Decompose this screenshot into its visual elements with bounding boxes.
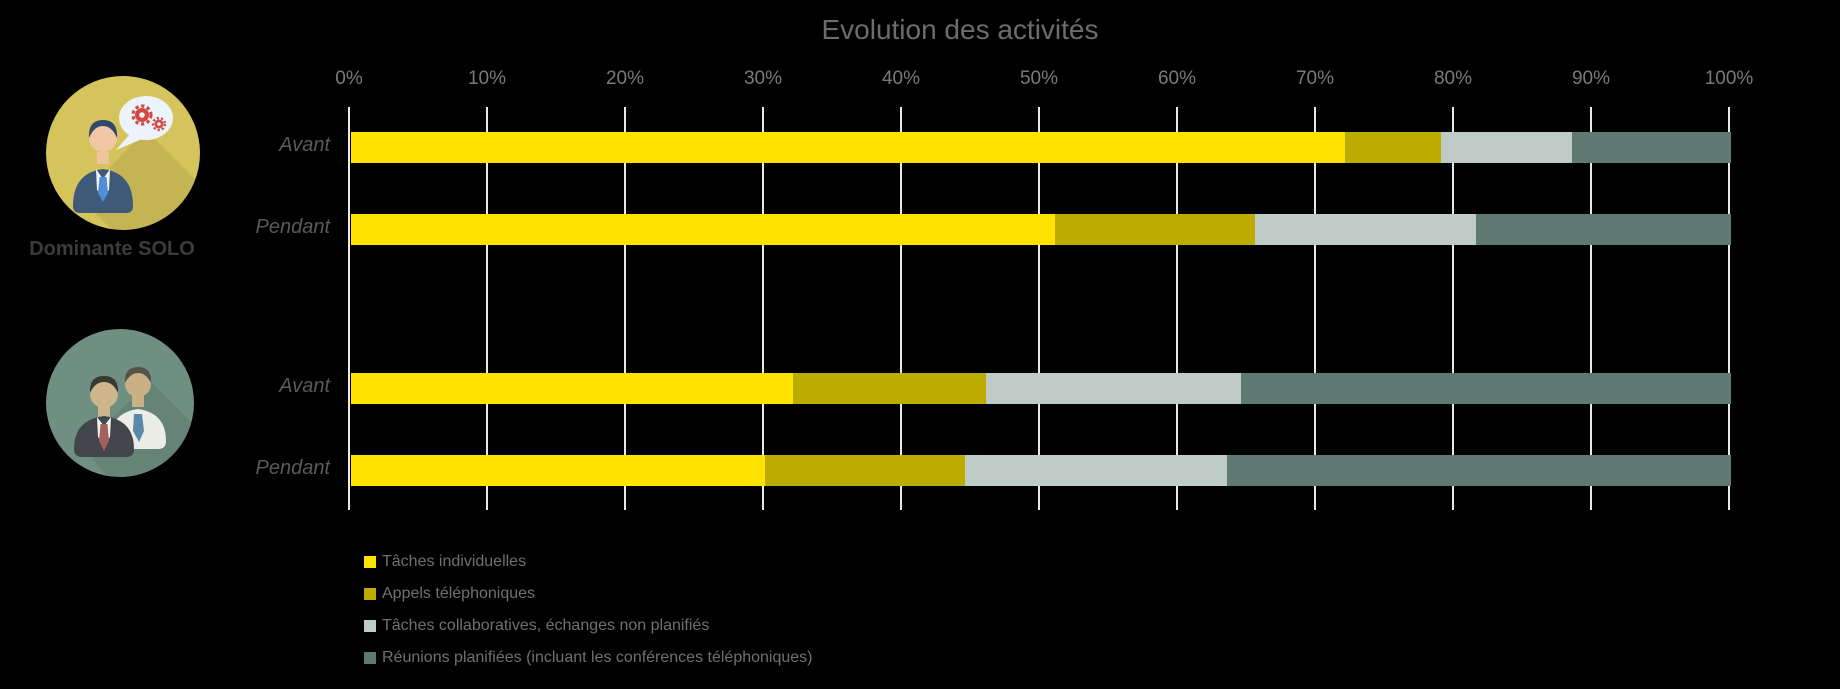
legend-swatch xyxy=(364,620,376,632)
bar-segment xyxy=(1475,214,1731,245)
group-icon-solo xyxy=(46,76,200,235)
legend-swatch xyxy=(364,556,376,568)
x-axis-tick-label: 70% xyxy=(1295,68,1335,89)
legend-label: Tâches collaboratives, échanges non plan… xyxy=(382,617,710,634)
bar-segment xyxy=(351,132,1345,163)
row-label-pendant: Pendant xyxy=(255,216,330,238)
gridline-50% xyxy=(1038,107,1040,510)
bar-segment xyxy=(765,455,966,486)
businessman-figure xyxy=(73,120,133,213)
speech-bubble xyxy=(116,96,173,150)
stacked-bar-group1-pendant xyxy=(351,214,1731,245)
legend-item: Appels téléphoniques xyxy=(364,585,535,603)
x-axis-tick-label: 10% xyxy=(467,68,507,89)
group-icon-duo xyxy=(46,329,194,482)
gridline-70% xyxy=(1314,107,1316,510)
bar-segment xyxy=(351,214,1055,245)
bar-segment xyxy=(985,373,1242,404)
bar-segment xyxy=(1441,132,1573,163)
bar-segment xyxy=(1572,132,1731,163)
x-axis-tick-label: 80% xyxy=(1433,68,1473,89)
x-axis-tick-label: 50% xyxy=(1019,68,1059,89)
businessman-front xyxy=(74,376,134,457)
row-label-pendant: Pendant xyxy=(255,457,330,479)
gridline-20% xyxy=(624,107,626,510)
stacked-bar-group2-avant xyxy=(351,373,1731,404)
gridline-80% xyxy=(1452,107,1454,510)
bar-segment xyxy=(1241,373,1731,404)
x-axis-tick-label: 100% xyxy=(1704,68,1754,89)
chart-title: Evolution des activités xyxy=(821,14,1099,45)
x-axis-tick-label: 30% xyxy=(743,68,783,89)
legend-label: Appels téléphoniques xyxy=(382,585,536,602)
stacked-bar-group2-pendant xyxy=(351,455,1731,486)
row-label-avant: Avant xyxy=(279,134,330,156)
bar-segment xyxy=(351,455,765,486)
group-label-dominante-solo: Dominante SOLO xyxy=(29,238,195,260)
gridline-0% xyxy=(348,107,350,510)
legend-item: Réunions planifiées (incluant les confér… xyxy=(364,649,813,667)
legend-swatch xyxy=(364,588,376,600)
legend-label: Réunions planifiées (incluant les confér… xyxy=(382,649,813,666)
row-label-avant: Avant xyxy=(279,375,330,397)
stacked-bar-group1-avant xyxy=(351,132,1731,163)
solo-businessman-speech-bubble-gears-icon xyxy=(46,76,200,230)
gridline-40% xyxy=(900,107,902,510)
legend-item: Tâches individuelles xyxy=(364,553,526,571)
legend-swatch xyxy=(364,652,376,664)
bar-segment xyxy=(1227,455,1731,486)
gridline-100% xyxy=(1728,107,1730,510)
bar-segment xyxy=(1254,214,1476,245)
gridline-10% xyxy=(486,107,488,510)
duo-businessmen-icon xyxy=(46,329,194,477)
gears-icon xyxy=(131,104,167,132)
bar-segment xyxy=(351,373,793,404)
bar-segment xyxy=(1054,214,1255,245)
bar-segment xyxy=(1344,132,1442,163)
bar-segment xyxy=(792,373,986,404)
x-axis-tick-label: 0% xyxy=(335,68,363,89)
gridline-30% xyxy=(762,107,764,510)
legend-label: Tâches individuelles xyxy=(382,553,527,570)
legend-item: Tâches collaboratives, échanges non plan… xyxy=(364,617,709,635)
bar-segment xyxy=(965,455,1228,486)
gridline-90% xyxy=(1590,107,1592,510)
gridline-60% xyxy=(1176,107,1178,510)
x-axis-tick-label: 90% xyxy=(1571,68,1611,89)
x-axis-tick-label: 40% xyxy=(881,68,921,89)
businessman-back xyxy=(110,367,166,449)
x-axis-tick-label: 20% xyxy=(605,68,645,89)
x-axis-tick-label: 60% xyxy=(1157,68,1197,89)
